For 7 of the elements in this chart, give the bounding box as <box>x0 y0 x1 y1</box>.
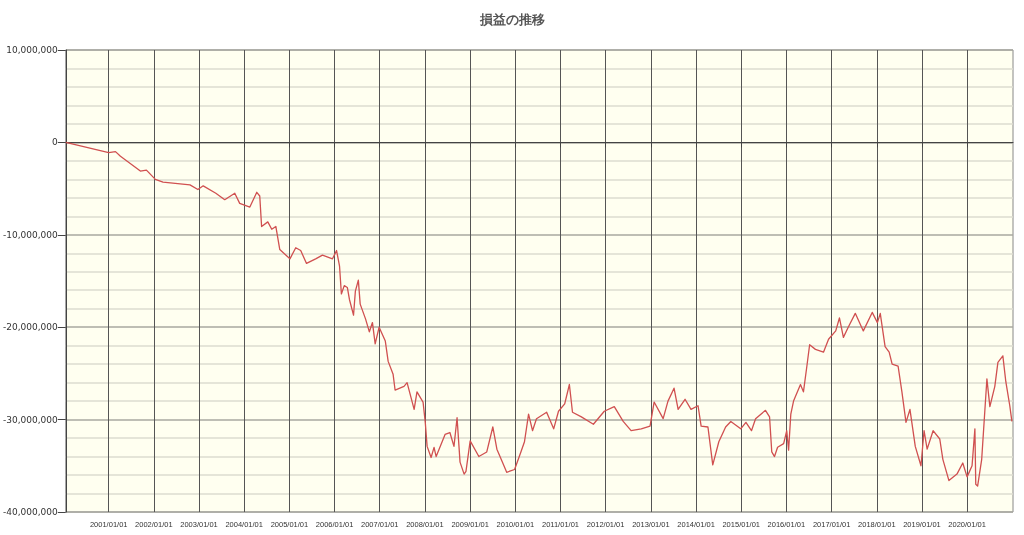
y-tick-label: 10,000,000 <box>6 45 59 55</box>
y-tick-label: 0 <box>52 137 59 148</box>
y-tick-label: -20,000,000 <box>3 322 59 333</box>
y-tick-label: -10,000,000 <box>3 229 59 240</box>
y-tick-label: -40,000,000 <box>3 507 59 517</box>
y-tick-label: -30,000,000 <box>3 414 59 425</box>
chart-title: 損益の推移 <box>478 12 545 27</box>
